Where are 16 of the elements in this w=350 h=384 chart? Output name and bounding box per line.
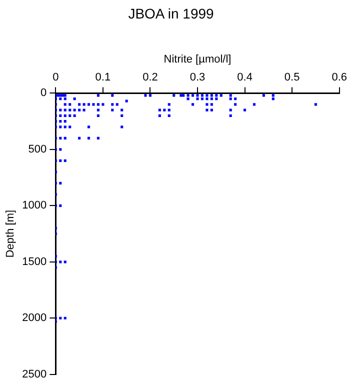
x-tick-label: 0.6 xyxy=(332,72,348,84)
x-tick-label: 0.4 xyxy=(237,72,252,84)
y-tick-label: 500 xyxy=(28,143,47,156)
y-tick-label: 2000 xyxy=(22,312,47,324)
x-tick-label: 0.2 xyxy=(142,72,158,84)
y-tick-label: 2500 xyxy=(22,368,47,380)
y-axis-title: Depth [m] xyxy=(4,210,17,258)
chart-title: JBOA in 1999 xyxy=(128,5,214,22)
x-tick-label: 0.3 xyxy=(190,72,206,84)
x-tick-label: 0 xyxy=(52,72,59,84)
y-tick-label: 1500 xyxy=(22,256,47,268)
x-tick-label: 0.1 xyxy=(95,72,111,84)
y-tick-label: 1000 xyxy=(22,200,47,212)
y-tick-label: 0 xyxy=(40,87,47,100)
x-axis-title: Nitrite [µmol/l] xyxy=(164,53,232,66)
x-tick-label: 0.5 xyxy=(284,72,300,84)
